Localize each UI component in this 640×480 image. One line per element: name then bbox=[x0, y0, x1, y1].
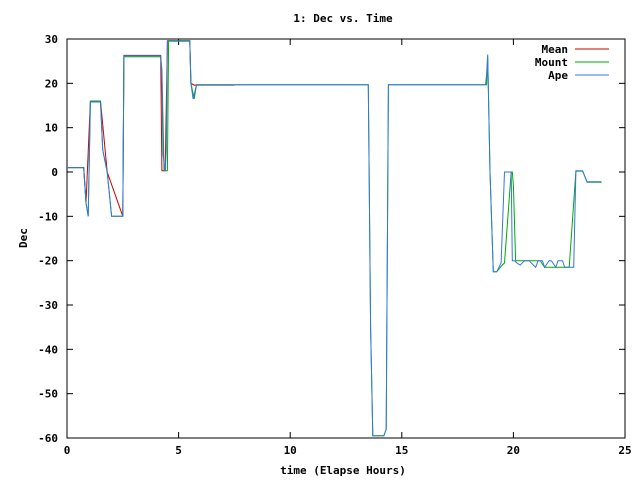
x-tick-label: 0 bbox=[64, 444, 71, 457]
y-tick-label: 30 bbox=[45, 33, 58, 46]
x-tick-label: 5 bbox=[175, 444, 182, 457]
legend-label-mean: Mean bbox=[542, 43, 569, 56]
y-tick-label: -20 bbox=[38, 255, 58, 268]
legend-label-mount: Mount bbox=[535, 56, 568, 69]
y-tick-label: 10 bbox=[45, 122, 58, 135]
series-line-ape bbox=[67, 40, 602, 437]
series-line-mount bbox=[67, 40, 602, 437]
series-line-mean bbox=[67, 40, 235, 217]
y-tick-label: -50 bbox=[38, 388, 58, 401]
y-axis-ticks: -60 -50 -40 -30 -20 -10 0 10 20 30 bbox=[38, 33, 625, 445]
legend-label-ape: Ape bbox=[548, 69, 568, 82]
x-axis-ticks: 0 5 10 15 20 25 bbox=[64, 39, 632, 457]
chart-title: 1: Dec vs. Time bbox=[293, 12, 393, 25]
y-tick-label: 0 bbox=[51, 166, 58, 179]
y-tick-label: -10 bbox=[38, 210, 58, 223]
x-tick-label: 20 bbox=[507, 444, 520, 457]
y-tick-label: -30 bbox=[38, 299, 58, 312]
x-tick-label: 15 bbox=[395, 444, 408, 457]
plot-frame bbox=[66, 38, 626, 439]
x-tick-label: 25 bbox=[618, 444, 631, 457]
x-tick-label: 10 bbox=[284, 444, 297, 457]
y-tick-label: -40 bbox=[38, 343, 58, 356]
y-tick-label: 20 bbox=[45, 77, 58, 90]
y-tick-label: -60 bbox=[38, 432, 58, 445]
y-axis-label: Dec bbox=[17, 228, 30, 248]
series-layer bbox=[67, 40, 602, 437]
x-axis-label: time (Elapse Hours) bbox=[280, 464, 406, 477]
